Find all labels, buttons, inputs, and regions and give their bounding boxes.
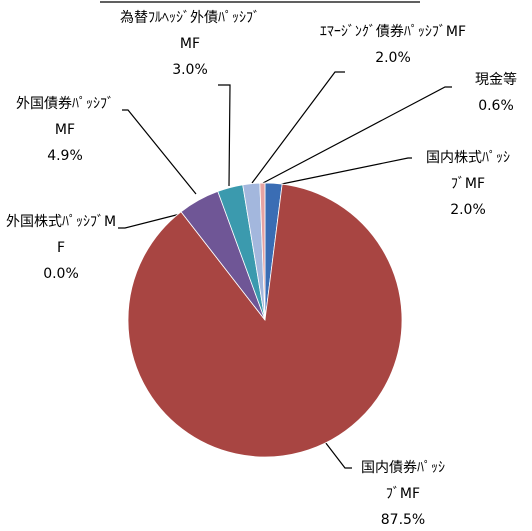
- category-label: 為替ﾌﾙﾍｯｼﾞ外債ﾊﾟｯｼﾌﾞMF: [120, 10, 260, 52]
- slice-label: ｴﾏｰｼﾞﾝｸﾞ債券ﾊﾟｯｼﾌﾞMF 2.0%: [318, 19, 468, 71]
- slice-label: 国内債券ﾊﾟｯｼﾌﾞMF 87.5%: [355, 455, 451, 531]
- leader-line: [218, 84, 231, 187]
- value-label: 3.0%: [172, 62, 208, 78]
- category-label: ｴﾏｰｼﾞﾝｸﾞ債券ﾊﾟｯｼﾌﾞMF: [319, 24, 467, 40]
- value-label: 2.0%: [450, 202, 486, 218]
- slice-label: 国内株式ﾊﾟｯｼﾌﾞMF 2.0%: [420, 145, 516, 223]
- slice-label: 為替ﾌﾙﾍｯｼﾞ外債ﾊﾟｯｼﾌﾞMF 3.0%: [120, 5, 260, 83]
- value-label: 2.0%: [375, 50, 411, 66]
- slice-label: 外国株式ﾊﾟｯｼﾌﾞMF 0.0%: [5, 209, 117, 287]
- value-label: 4.9%: [47, 148, 83, 164]
- category-label: 国内株式ﾊﾟｯｼﾌﾞMF: [426, 150, 510, 192]
- category-label: 国内債券ﾊﾟｯｼﾌﾞMF: [361, 460, 445, 502]
- category-label: 現金等: [475, 72, 517, 88]
- leader-line: [118, 212, 185, 229]
- leader-line: [271, 157, 412, 187]
- category-label: 外国株式ﾊﾟｯｼﾌﾞMF: [5, 214, 117, 256]
- leader-lines: [100, 1, 452, 469]
- leader-line: [251, 71, 345, 184]
- value-label: 87.5%: [380, 512, 426, 528]
- leader-line: [321, 437, 352, 469]
- category-label: 外国債券ﾊﾟｯｼﾌﾞMF: [16, 96, 114, 138]
- slice-label: 外国債券ﾊﾟｯｼﾌﾞMF 4.9%: [14, 91, 116, 169]
- value-label: 0.0%: [43, 266, 79, 282]
- value-label: 0.6%: [478, 98, 514, 114]
- leader-line: [122, 109, 197, 195]
- slices: [127, 182, 403, 458]
- leader-line: [262, 86, 452, 184]
- slice-label: 現金等 0.6%: [460, 67, 532, 119]
- slice: [259, 182, 266, 321]
- slice: [127, 183, 403, 458]
